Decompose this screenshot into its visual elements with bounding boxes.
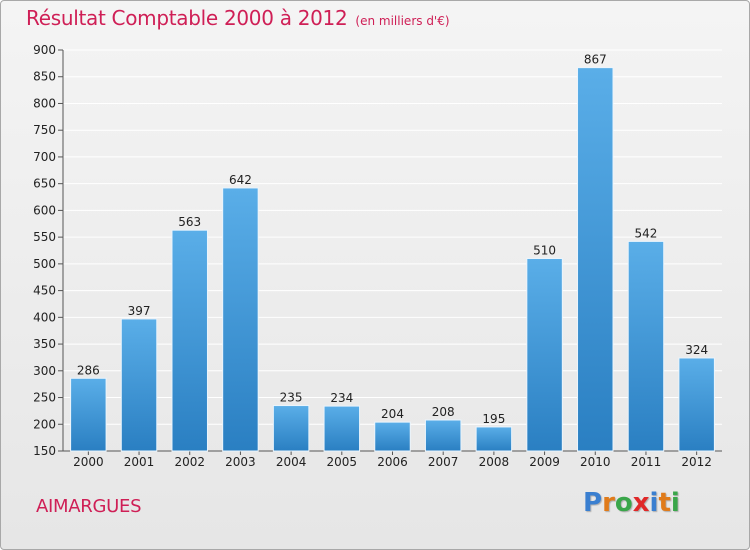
gridlines — [63, 49, 722, 452]
logo-letter: x — [632, 488, 650, 518]
y-tick-label: 850 — [33, 70, 56, 84]
title-subtitle: (en milliers d'€) — [355, 14, 450, 28]
y-tick-label: 250 — [33, 391, 56, 405]
bar — [323, 405, 361, 452]
logo-letter: r — [602, 488, 615, 518]
bar-value-label: 510 — [533, 244, 556, 258]
y-tick-label: 450 — [33, 284, 56, 298]
labels: 150 200 250 300 350 400 450 500 550 600 650 700 750 8… — [33, 43, 712, 469]
bar-value-label: 235 — [280, 391, 303, 405]
bar — [678, 357, 715, 452]
bar-value-label: 286 — [77, 363, 100, 377]
bar-value-label: 542 — [635, 226, 658, 240]
y-tick-label: 400 — [33, 310, 56, 324]
x-tick-label: 2007 — [428, 455, 459, 469]
bar — [171, 229, 208, 452]
x-tick-label: 2011 — [631, 455, 662, 469]
location-label: AIMARGUES — [36, 496, 142, 517]
bar — [577, 67, 614, 452]
bar-value-label: 324 — [685, 343, 708, 357]
y-tick-label: 600 — [33, 203, 56, 217]
bar-value-label: 208 — [432, 405, 455, 419]
bar — [627, 240, 665, 452]
x-tick-label: 2003 — [225, 455, 256, 469]
bar-value-label: 642 — [229, 173, 252, 187]
y-tick-label: 800 — [33, 96, 56, 110]
x-tick-label: 2009 — [529, 455, 560, 469]
y-tick-label: 200 — [33, 417, 56, 431]
bar-value-label: 397 — [128, 304, 151, 318]
x-tick-label: 2005 — [327, 455, 358, 469]
y-tick-label: 750 — [33, 123, 56, 137]
title-main: Résultat Comptable 2000 à 2012 — [26, 6, 348, 30]
y-tick-label: 300 — [33, 364, 56, 378]
bar-value-label: 563 — [178, 215, 201, 229]
bar-value-label: 195 — [482, 412, 505, 426]
x-tick-label: 2010 — [580, 455, 611, 469]
y-tick-label: 650 — [33, 177, 56, 191]
bar — [120, 318, 158, 452]
bar — [526, 258, 563, 452]
x-tick-label: 2000 — [73, 455, 104, 469]
x-tick-label: 2006 — [377, 455, 408, 469]
x-tick-label: 2008 — [479, 455, 510, 469]
logo-letter: t — [658, 488, 671, 518]
bar — [424, 419, 462, 452]
proxiti-logo: Proxiti — [583, 488, 680, 518]
y-tick-label: 900 — [33, 43, 56, 57]
y-tick-label: 700 — [33, 150, 56, 164]
y-tick-label: 350 — [33, 337, 56, 351]
x-tick-label: 2002 — [174, 455, 205, 469]
y-tick-label: 150 — [33, 444, 56, 458]
bar-value-label: 204 — [381, 407, 404, 421]
chart-title: Résultat Comptable 2000 à 2012 (en millie… — [26, 6, 450, 30]
y-tick-label: 500 — [33, 257, 56, 271]
axes — [58, 49, 722, 455]
logo-letter: i — [670, 488, 680, 518]
bar — [475, 426, 513, 452]
bar — [374, 421, 411, 452]
bar — [272, 405, 310, 452]
x-tick-label: 2012 — [681, 455, 712, 469]
bars — [70, 67, 715, 452]
bar — [70, 377, 107, 452]
logo-letter: i — [649, 488, 659, 518]
x-tick-label: 2004 — [276, 455, 307, 469]
bar — [222, 187, 259, 452]
bar-value-label: 234 — [330, 391, 353, 405]
logo-letter: o — [614, 488, 633, 518]
logo-letter: P — [583, 488, 603, 518]
bar-value-label: 867 — [584, 53, 607, 67]
y-tick-label: 550 — [33, 230, 56, 244]
x-tick-label: 2001 — [124, 455, 155, 469]
